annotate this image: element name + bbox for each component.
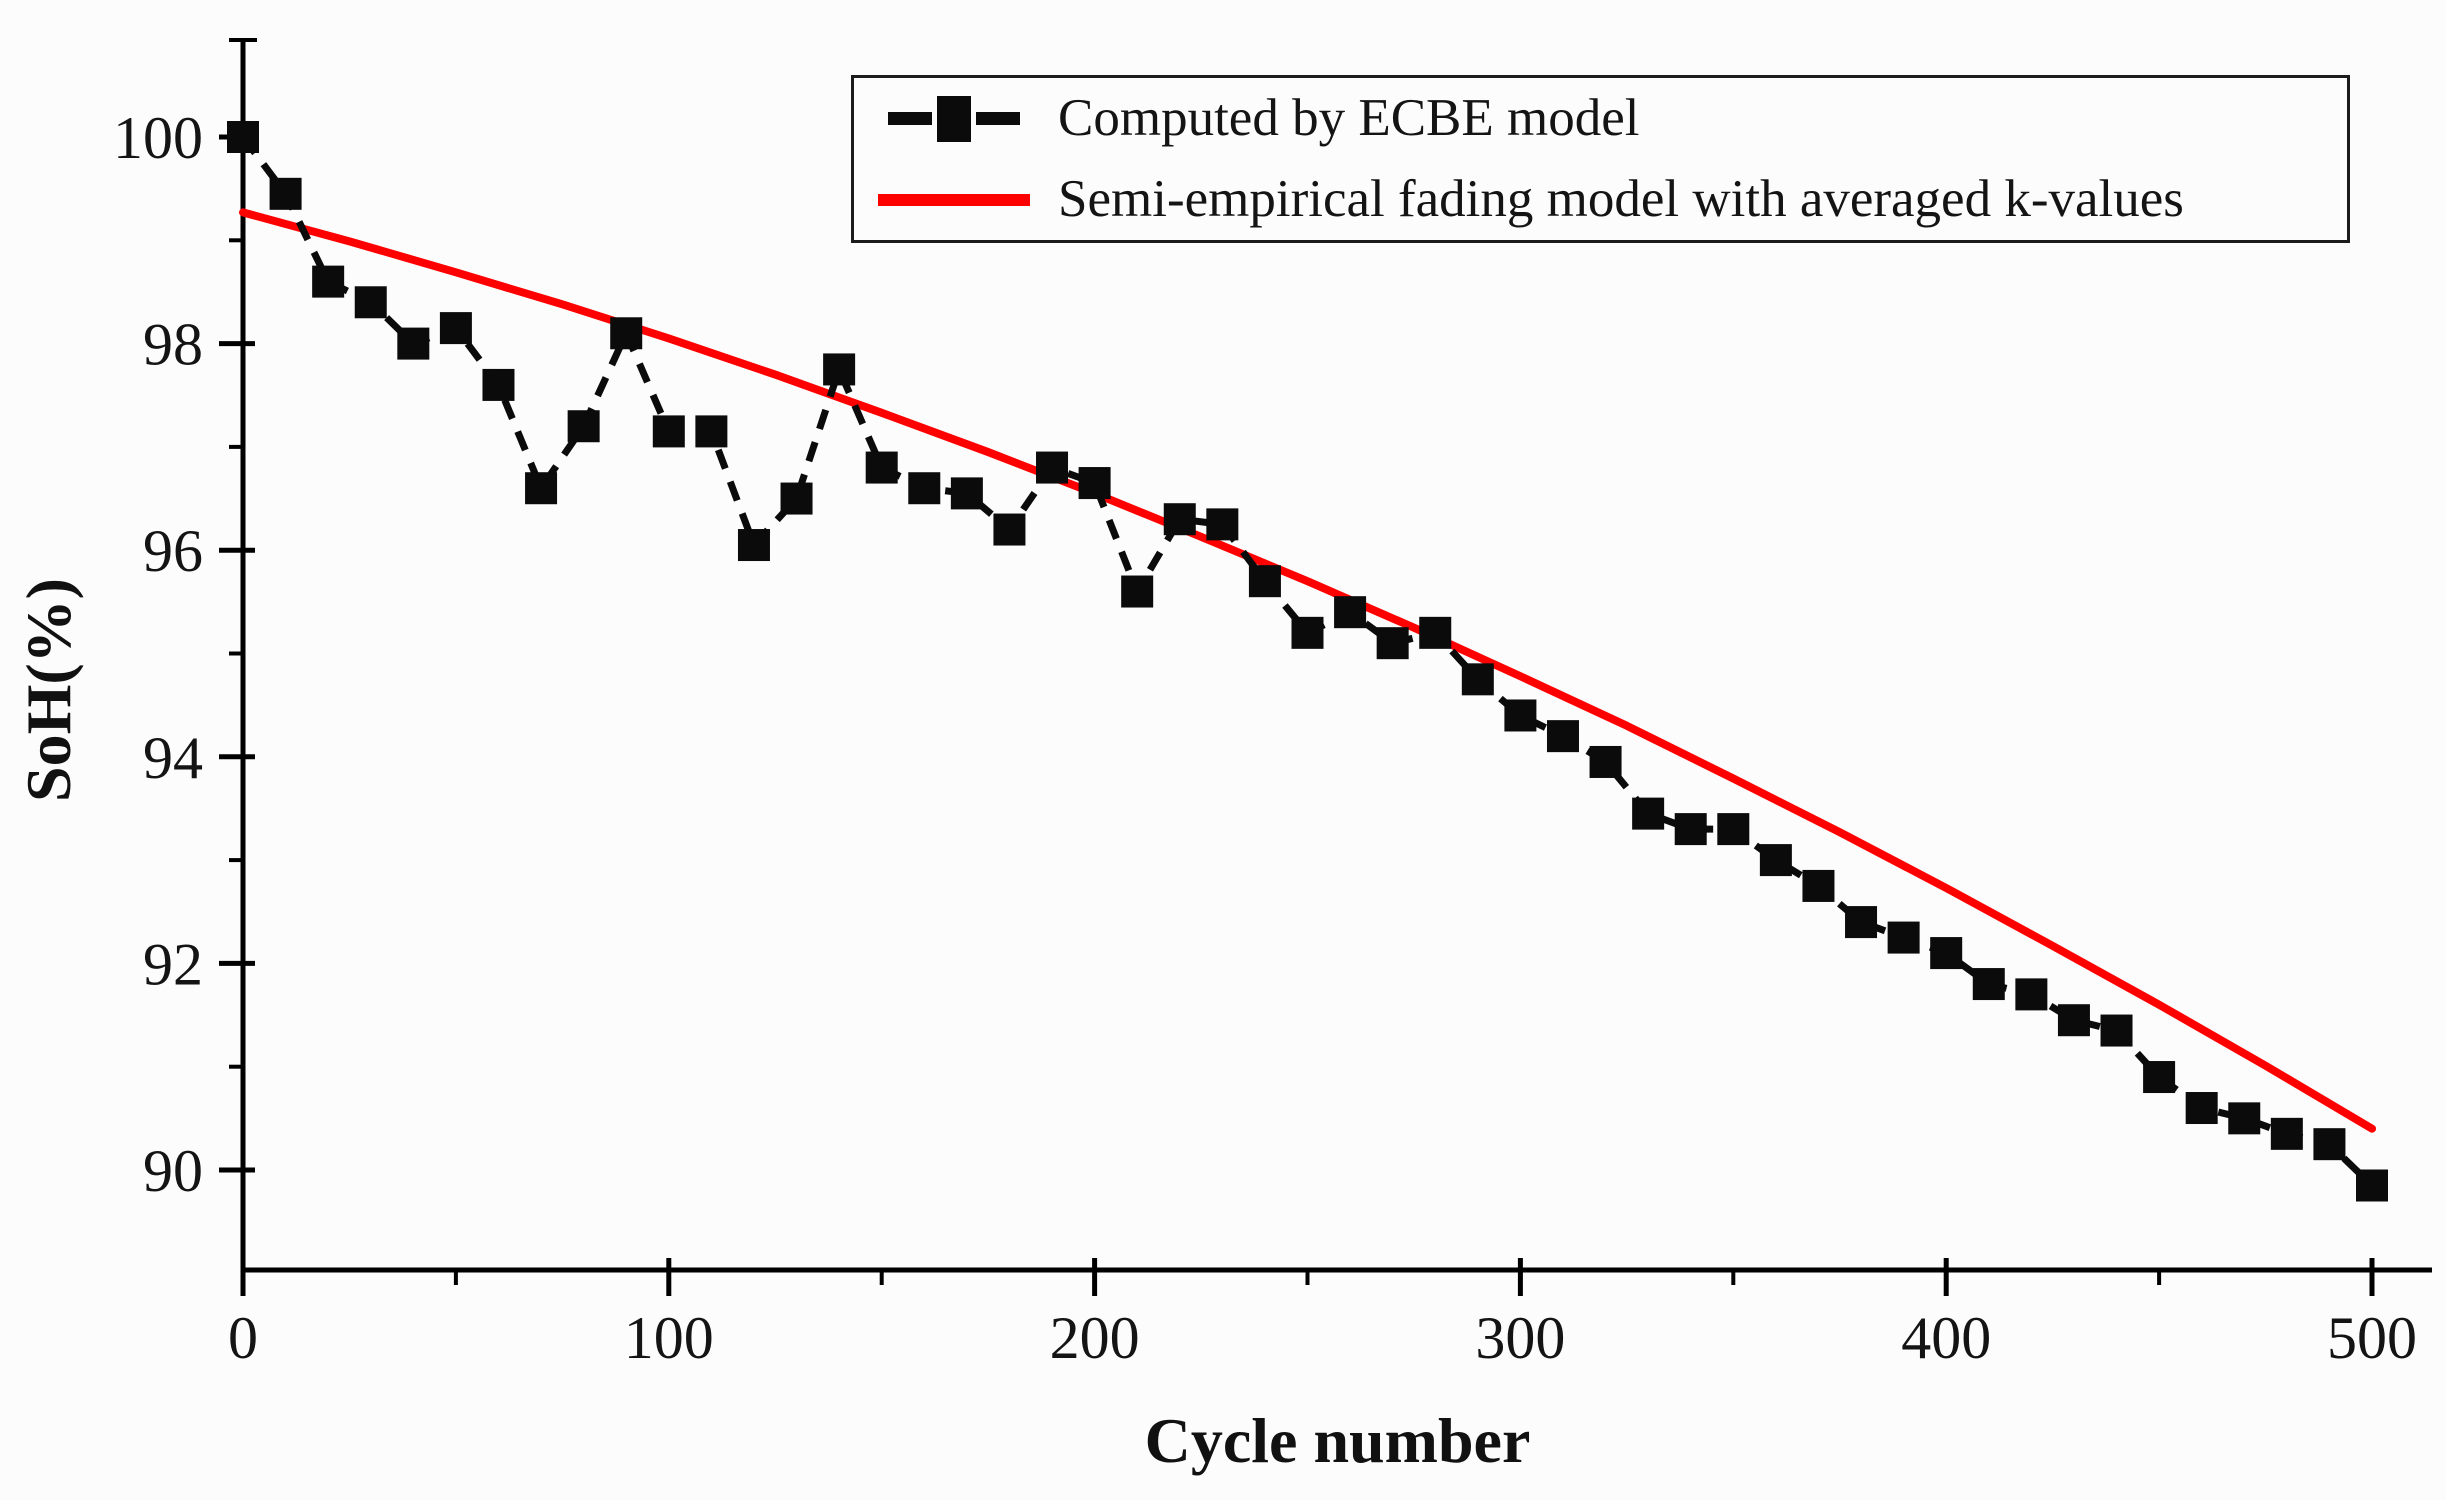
ecbe-data-point-marker [1163,503,1196,536]
x-tick-label: 100 [624,1305,714,1371]
ecbe-data-point-marker [1759,844,1792,877]
ecbe-data-point-marker [2356,1169,2388,1202]
y-tick-label: 96 [143,518,203,584]
ecbe-data-point-marker [2228,1102,2261,1135]
ecbe-data-point-marker [2143,1061,2176,1094]
legend-label-semi-empirical: Semi-empirical fading model with average… [1058,170,2184,228]
ecbe-data-point-marker [1546,720,1579,753]
y-tick-label: 100 [113,105,203,171]
ecbe-data-point-marker [1504,699,1537,732]
ecbe-data-point-marker [2313,1128,2346,1161]
y-tick-label: 98 [143,312,203,378]
ecbe-data-point-marker [482,368,515,401]
red-line-icon [878,193,1030,206]
ecbe-data-point-marker [865,451,898,484]
ecbe-data-point-marker [397,327,430,360]
ecbe-series-line [240,134,2375,1189]
ecbe-data-point-marker [1376,627,1409,660]
ecbe-dash-icon [976,112,1020,125]
y-tick-label: 90 [143,1138,203,1204]
ecbe-data-point-marker [610,317,643,350]
legend-item-semi-empirical: Semi-empirical fading model with average… [868,159,2347,240]
ecbe-data-point-marker [1845,906,1878,939]
ecbe-data-point-marker [2100,1014,2133,1047]
x-tick-label: 400 [1901,1305,1991,1371]
ecbe-data-point-marker [950,477,983,510]
ecbe-data-point-marker [1887,921,1920,954]
ecbe-data-point-marker [1461,663,1494,696]
legend-box: Computed by ECBE model Semi-empirical fa… [851,75,2350,243]
ecbe-data-point-marker [1248,565,1281,598]
y-tick-label: 92 [143,931,203,997]
ecbe-data-point-marker [354,286,387,319]
y-axis-title: SoH(%) [13,578,84,802]
ecbe-data-point-marker [652,415,685,448]
ecbe-data-point-marker [1206,508,1239,541]
ecbe-data-point-marker [227,121,259,153]
ecbe-square-marker-icon [937,95,971,142]
legend-item-ecbe: Computed by ECBE model [868,78,2347,159]
ecbe-data-point-marker [780,482,813,515]
ecbe-data-point-marker [439,312,472,345]
ecbe-data-point-marker [1334,596,1367,629]
ecbe-data-point-marker [695,415,728,448]
x-tick-label: 500 [2327,1305,2417,1371]
x-tick-label: 300 [1475,1305,1565,1371]
ecbe-data-point-marker [1419,616,1452,649]
ecbe-data-point-marker [1036,451,1069,484]
ecbe-data-point-marker [1930,937,1963,970]
ecbe-data-point-marker [312,265,345,298]
x-axis-title: Cycle number [1145,1405,1531,1476]
ecbe-data-point-marker [2057,1004,2090,1037]
ecbe-data-point-marker [525,472,558,505]
ecbe-data-point-marker [567,410,600,443]
legend-label-ecbe: Computed by ECBE model [1058,89,1640,147]
ecbe-data-point-marker [269,177,302,210]
ecbe-data-point-marker [823,353,856,386]
ecbe-line-marker-swatch [868,95,1040,142]
ecbe-data-point-marker [1717,813,1750,846]
ecbe-data-point-marker [2015,978,2048,1011]
ecbe-data-point-marker [1674,813,1707,846]
x-tick-label: 200 [1050,1305,1140,1371]
ecbe-data-point-marker [2185,1092,2218,1125]
ecbe-dash-icon [888,112,932,125]
ecbe-data-point-marker [1589,745,1622,778]
ecbe-data-point-marker [1291,616,1324,649]
ecbe-data-point-marker [993,513,1026,546]
ecbe-data-point-marker [737,529,770,562]
y-tick-label: 94 [143,725,203,791]
ecbe-data-point-marker [1632,797,1665,830]
ecbe-data-point-marker [1078,467,1111,500]
ecbe-data-point-marker [908,472,941,505]
ecbe-data-point-marker [1802,869,1835,902]
ecbe-data-point-marker [2270,1117,2303,1150]
semi-empirical-line-swatch [868,193,1040,206]
ecbe-data-point-marker [1121,575,1154,608]
semi-empirical-model-line [239,208,2376,1133]
ecbe-data-point-marker [1972,968,2005,1001]
x-tick-label: 0 [228,1305,258,1371]
